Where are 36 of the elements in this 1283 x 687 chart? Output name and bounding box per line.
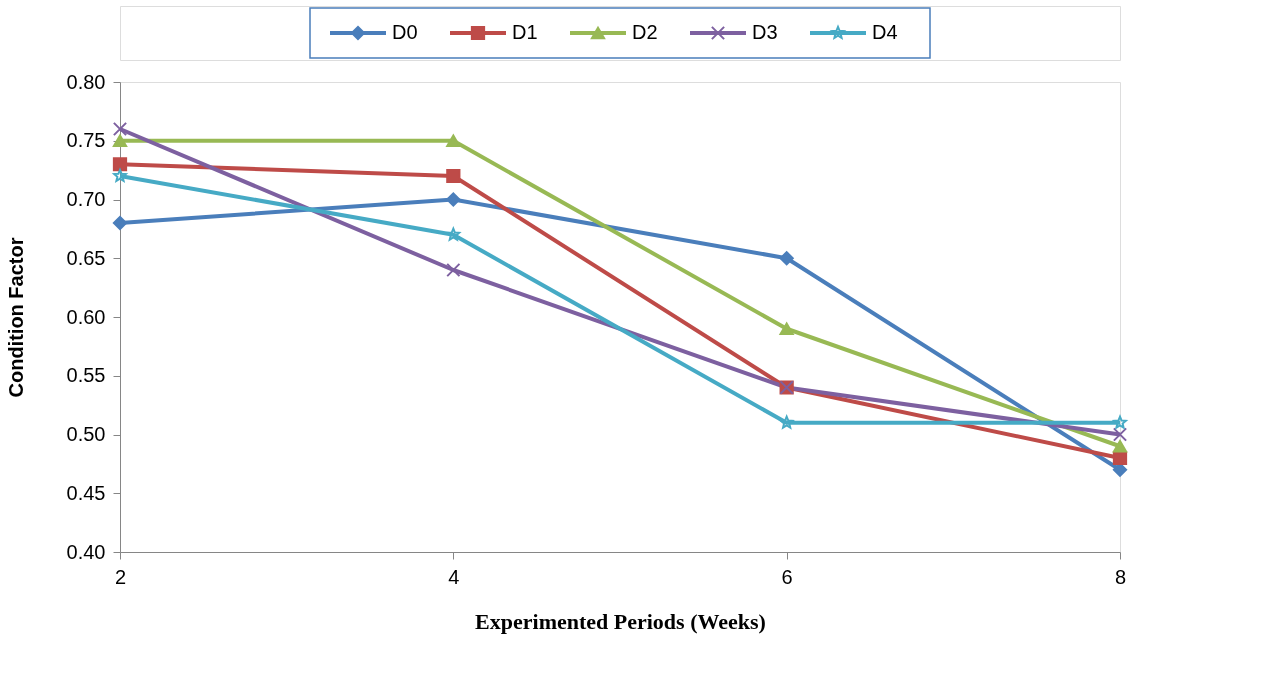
point [112, 215, 128, 231]
point [446, 227, 461, 241]
y-tick-label: 0.40 [66, 540, 106, 563]
x-tick-label: 2 [114, 565, 127, 588]
y-tick-label: 0.75 [66, 129, 106, 152]
x-axis-title: Experimented Periods (Weeks) [475, 608, 766, 634]
y-tick-label: 0.60 [66, 305, 106, 328]
x-tick-label: 4 [448, 565, 460, 588]
point [112, 121, 128, 137]
legend-label: D3 [752, 21, 778, 43]
point [446, 134, 461, 148]
x-tick-label: 8 [1114, 565, 1127, 588]
y-tick-label: 0.65 [66, 246, 106, 269]
point [112, 157, 128, 172]
point [446, 168, 461, 184]
point [112, 134, 128, 148]
legend-label: D0 [392, 21, 418, 43]
point [446, 192, 461, 207]
y-tick-label: 0.80 [66, 70, 106, 93]
point [779, 322, 794, 336]
point [1112, 439, 1128, 453]
y-axis-title: Condition Factor [4, 237, 27, 398]
point [1113, 415, 1127, 429]
point [779, 251, 794, 266]
y-tick-label: 0.55 [66, 364, 106, 387]
y-tick-label: 0.45 [66, 481, 106, 504]
x-tick-label: 6 [781, 565, 793, 588]
point [1112, 427, 1128, 442]
point [446, 262, 461, 278]
y-tick-label: 0.70 [66, 188, 106, 210]
y-tick-label: 0.50 [66, 423, 106, 445]
point [779, 415, 794, 429]
point [113, 168, 127, 182]
legend-label: D1 [512, 21, 538, 43]
legend-label: D2 [632, 21, 658, 43]
legend-label: D4 [872, 21, 898, 43]
